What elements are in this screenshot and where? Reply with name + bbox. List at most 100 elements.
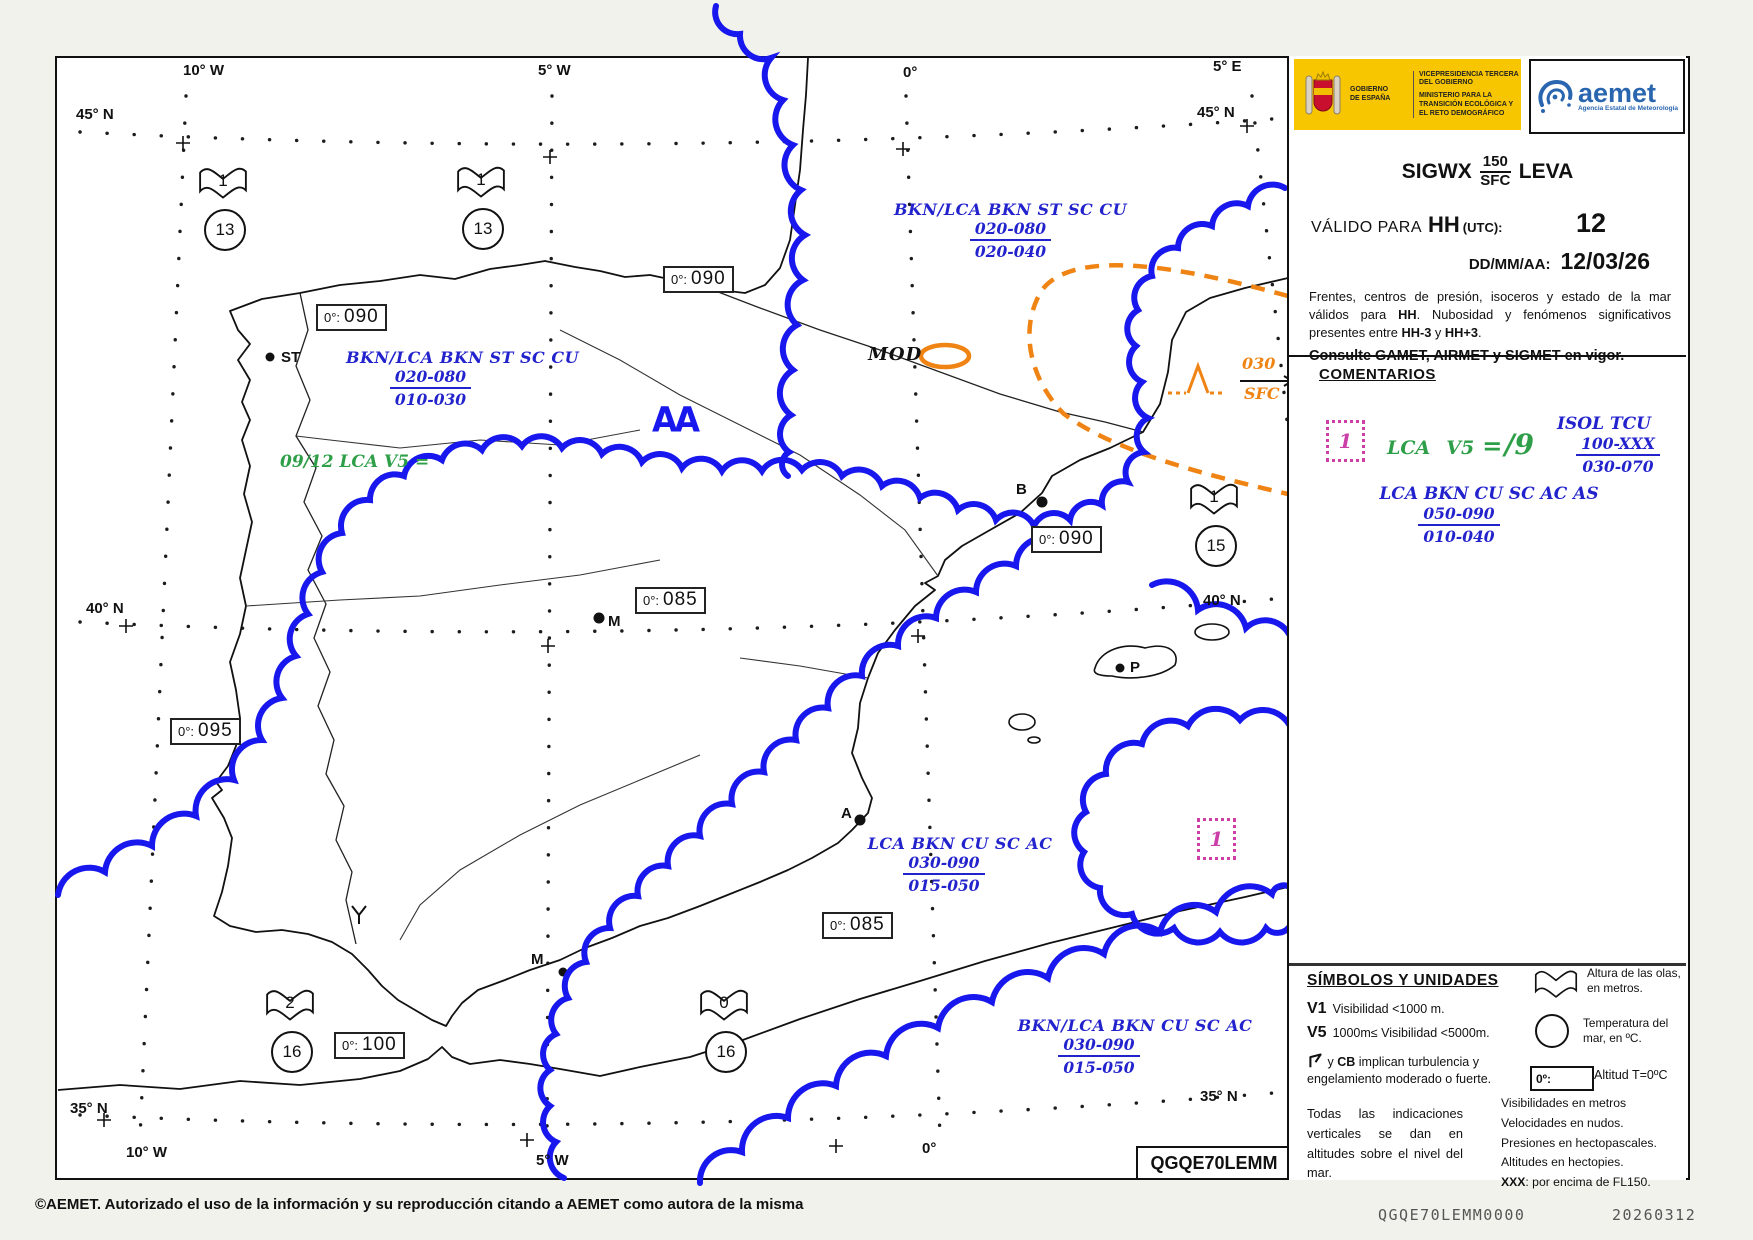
aemet-subtitle: Agencia Estatal de Meteorología xyxy=(1577,105,1679,113)
comment-isol-tcu: ISOL TCU 100-XXX 030-070 xyxy=(1539,414,1669,476)
chart-code-box: QGQE70LEMM xyxy=(1136,1146,1292,1180)
ministerio-label: MINISTERIO PARA LA TRANSICIÓN ECOLÓGICA … xyxy=(1419,92,1513,117)
city-label-alicante: A xyxy=(841,805,852,822)
comment-index-box: 1 xyxy=(1326,420,1365,462)
lat-label-left: 35° N xyxy=(70,1100,108,1117)
sea-state-marker: 1 15 xyxy=(1188,478,1242,567)
validity-hour: 12 xyxy=(1575,208,1606,238)
wave-height-icon xyxy=(700,989,748,1021)
lon-label-bottom: 10° W xyxy=(126,1144,168,1161)
gobierno-label: GOBIERNO xyxy=(1350,85,1389,93)
copyright-note: ©AEMET. Autorizado el uso de la informac… xyxy=(35,1196,804,1213)
info-panel: GOBIERNO DE ESPAÑA VICEPRESIDENCIA TERCE… xyxy=(1287,56,1686,1189)
city-label-madrid: M xyxy=(608,613,621,630)
wave-height-value: 1 xyxy=(218,171,228,190)
units-note-right: Visibilidades en metros Velocidades en n… xyxy=(1501,1096,1657,1190)
validity-date: 12/03/26 xyxy=(1560,248,1650,274)
legend-altitude-box: 0º: xyxy=(1530,1066,1594,1091)
bulletin-date: 20260312 xyxy=(1612,1206,1697,1224)
sea-state-marker: 2 16 xyxy=(264,984,318,1073)
legend-turbulence: y CB implican turbulencia y engelamiento… xyxy=(1307,1052,1525,1088)
lat-label-right: 35° N xyxy=(1200,1088,1238,1105)
sea-state-marker: 0 16 xyxy=(698,984,752,1073)
freezing-level-box: 0°: 085 xyxy=(635,587,706,614)
validity-date-row: DD/MM/AA: 12/03/26 xyxy=(1468,248,1650,274)
chart-title: SIGWX 150 SFC LEVA xyxy=(1289,153,1686,189)
mountain-obscuration-symbol: AA xyxy=(652,399,700,440)
mountain-wave-base-label: SFC xyxy=(1244,384,1280,403)
visibility-annotation: 09/12 LCA V5 = xyxy=(280,452,430,472)
validity-row: VÁLIDO PARA HH (UTC): 12 xyxy=(1311,208,1606,238)
wave-height-value: 1 xyxy=(476,170,486,189)
wave-height-icon xyxy=(1190,483,1238,515)
comment-cloud: LCA BKN CU SC AC AS 050-090 010-040 xyxy=(1379,484,1599,546)
aemet-swirl-icon xyxy=(1538,79,1573,113)
comment-visibility: LCA V5 = /9 xyxy=(1387,428,1535,461)
lat-label-left: 40° N xyxy=(86,600,124,617)
city-label-malaga: M xyxy=(531,951,544,968)
sea-state-marker: 1 13 xyxy=(197,162,251,251)
freezing-level-box: 0°: 090 xyxy=(316,304,387,331)
vicepresidencia-label: VICEPRESIDENCIA TERCERA DEL GOBIERNO xyxy=(1419,70,1519,87)
area-label: LEVA xyxy=(1518,159,1574,183)
cloud-annotation: BKN/LCA BKN CU SC AC 030-090 015-050 xyxy=(1017,1016,1253,1077)
divider xyxy=(1289,963,1686,966)
city-label-palma: P xyxy=(1130,659,1141,676)
cloud-annotation: BKN/LCA BKN ST SC CU 020-080 020-040 xyxy=(893,200,1128,261)
sea-temp-value: 15 xyxy=(1195,525,1237,567)
freezing-level-box: 0°: 085 xyxy=(822,912,893,939)
de-espana-label: DE ESPAÑA xyxy=(1350,94,1391,102)
temperature-circle-icon xyxy=(1535,1014,1569,1048)
legend-sea-temp: Temperatura del mar, en ºC. xyxy=(1533,1012,1679,1050)
lat-label-right: 45° N xyxy=(1197,104,1235,121)
lon-label-top: 5° W xyxy=(538,62,571,79)
units-note-left: Todas las indicaciones verticales se dan… xyxy=(1307,1106,1463,1181)
aemet-logo: aemet Agencia Estatal de Meteorología xyxy=(1529,59,1685,134)
lon-label-bottom: 5° W xyxy=(536,1152,569,1169)
wave-height-icon xyxy=(457,166,505,198)
mountain-wave-top: 030 xyxy=(1242,354,1276,373)
comment-area-box: 1 xyxy=(1197,818,1236,860)
lon-label-bottom: 0° xyxy=(922,1140,937,1157)
city-label-santiago: ST xyxy=(281,349,301,366)
sea-temp-value: 16 xyxy=(271,1031,313,1073)
freezing-level-box: 0°: 095 xyxy=(170,718,241,745)
gobierno-logo: GOBIERNO DE ESPAÑA VICEPRESIDENCIA TERCE… xyxy=(1294,59,1521,130)
wave-height-value: 1 xyxy=(1209,487,1219,506)
divider xyxy=(1289,355,1686,357)
cloud-annotation: LCA BKN CU SC AC 030-090 015-050 xyxy=(867,834,1053,895)
lon-label-top: 5° E xyxy=(1213,58,1242,75)
validity-note: Frentes, centros de presión, isoceros y … xyxy=(1309,289,1671,340)
freezing-level-box: 0°: 090 xyxy=(663,266,734,293)
simbolos-heading: SÍMBOLOS Y UNIDADES xyxy=(1307,972,1499,989)
spain-coat-of-arms-icon xyxy=(1305,70,1341,114)
sea-state-marker: 1 13 xyxy=(455,161,509,250)
wave-height-value: 2 xyxy=(285,993,295,1012)
mod-turbulence-label: MOD xyxy=(868,344,923,365)
bulletin-code: QGQE70LEMM0000 xyxy=(1378,1206,1526,1224)
lon-label-top: 0° xyxy=(903,64,918,81)
freezing-level-box: 0°: 100 xyxy=(334,1032,405,1059)
legend-altitude-text: Altitud T=0ºC xyxy=(1594,1068,1668,1082)
lat-label-right: 40° N xyxy=(1203,592,1241,609)
sea-temp-value: 13 xyxy=(204,209,246,251)
freezing-level-box: 0°: 090 xyxy=(1031,526,1102,553)
city-label-barcelona: B xyxy=(1016,481,1027,498)
aemet-wordmark: aemet xyxy=(1577,77,1657,108)
legend-wave-height: Altura de las olas, en metros. xyxy=(1533,966,1683,1002)
lat-label-left: 45° N xyxy=(76,106,114,123)
wave-height-value: 0 xyxy=(719,993,729,1012)
turbulence-icon xyxy=(1309,1053,1322,1068)
wave-height-icon xyxy=(199,167,247,199)
comentarios-heading: COMENTARIOS xyxy=(1319,366,1436,383)
legend-v5: V5 1000m≤ Visibilidad <5000m. xyxy=(1307,1024,1490,1041)
sigwx-label: SIGWX xyxy=(1401,159,1472,183)
cloud-annotation: BKN/LCA BKN ST SC CU 020-080 010-030 xyxy=(345,348,580,409)
level-range: 150 SFC xyxy=(1479,153,1511,189)
sea-temp-value: 16 xyxy=(705,1031,747,1073)
wave-height-icon xyxy=(266,989,314,1021)
wave-height-icon xyxy=(1534,970,1578,998)
sea-temp-value: 13 xyxy=(462,208,504,250)
lon-label-top: 10° W xyxy=(183,62,225,79)
